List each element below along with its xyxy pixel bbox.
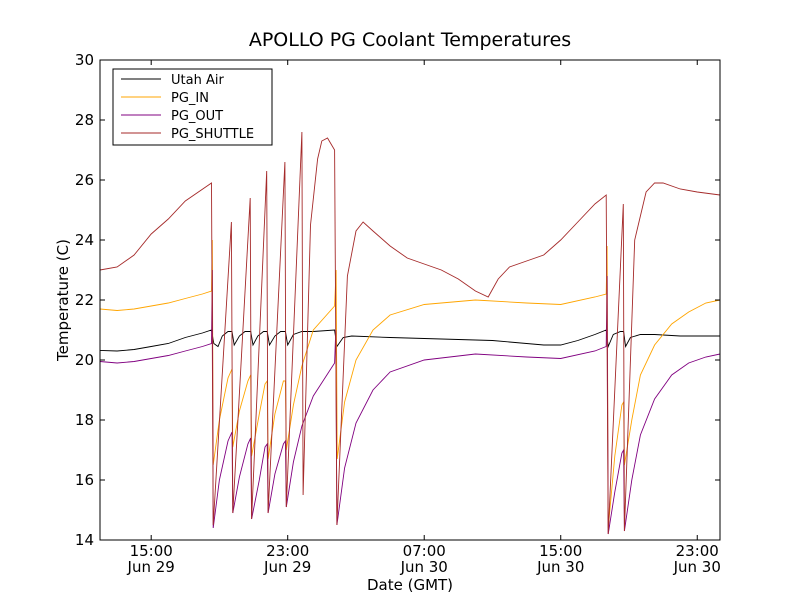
x-tick-label-time: 23:00 xyxy=(266,542,309,560)
x-axis-label: Date (GMT) xyxy=(367,576,453,594)
series-line-0 xyxy=(99,329,720,352)
x-tick-label-time: 15:00 xyxy=(539,542,582,560)
y-axis-label: Temperature (C) xyxy=(54,239,72,362)
y-tick-label: 16 xyxy=(75,471,94,489)
y-tick-label: 30 xyxy=(75,51,94,69)
x-tick-label-time: 23:00 xyxy=(676,542,719,560)
x-tick-label-date: Jun 29 xyxy=(263,558,311,576)
legend: Utah Air PG_IN PG_OUT PG_SHUTTLE xyxy=(112,68,273,146)
y-tick-label: 26 xyxy=(75,171,94,189)
series-line-1 xyxy=(99,239,721,529)
plot-lines xyxy=(99,131,721,535)
legend-box xyxy=(112,68,273,146)
x-tick-label-time: 15:00 xyxy=(130,542,173,560)
series-line-2 xyxy=(99,269,721,535)
series-line-3 xyxy=(99,131,721,535)
y-tick-label: 18 xyxy=(75,411,94,429)
y-tick-label: 22 xyxy=(75,291,94,309)
legend-label-0: Utah Air xyxy=(171,73,224,88)
y-tick-label: 14 xyxy=(75,531,94,549)
legend-label-3: PG_SHUTTLE xyxy=(171,127,254,142)
y-tick-label: 24 xyxy=(75,231,94,249)
chart-title: APOLLO PG Coolant Temperatures xyxy=(249,29,571,51)
x-tick-label-date: Jun 30 xyxy=(400,558,448,576)
x-tick-label-date: Jun 30 xyxy=(536,558,584,576)
y-tick-label: 28 xyxy=(75,111,94,129)
y-axis: 14 16 18 20 22 24 26 28 30 xyxy=(75,51,720,549)
legend-label-2: PG_OUT xyxy=(171,109,223,124)
legend-label-1: PG_IN xyxy=(171,91,209,106)
y-tick-label: 20 xyxy=(75,351,94,369)
x-tick-label-date: Jun 29 xyxy=(127,558,175,576)
x-tick-label-date: Jun 30 xyxy=(673,558,721,576)
x-tick-label-time: 07:00 xyxy=(403,542,446,560)
